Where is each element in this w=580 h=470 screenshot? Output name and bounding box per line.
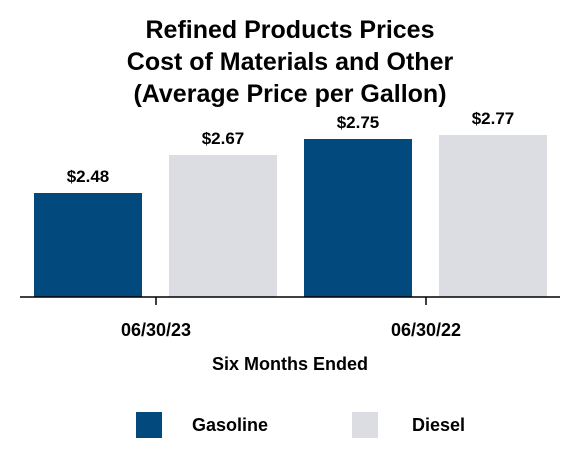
data-label-diesel-1: $2.77 (472, 109, 515, 128)
x-axis-label: Six Months Ended (212, 354, 368, 374)
chart-title: Refined Products Prices Cost of Material… (0, 14, 580, 110)
data-label-gasoline-1: $2.75 (337, 113, 380, 132)
bar-gasoline-0 (34, 193, 142, 297)
legend-swatch-diesel (352, 412, 378, 438)
bar-diesel-0 (169, 155, 277, 297)
bars-group: $2.48 $2.67 $2.75 $2.77 (34, 109, 547, 297)
x-ticks-group: 06/30/23 06/30/22 (121, 297, 461, 340)
x-tick-label-1: 06/30/22 (391, 320, 461, 340)
legend-label-gasoline: Gasoline (192, 415, 269, 435)
chart-title-line-3: (Average Price per Gallon) (133, 80, 447, 108)
legend-swatch-gasoline (136, 412, 162, 438)
data-label-gasoline-0: $2.48 (67, 167, 110, 186)
x-tick-label-0: 06/30/23 (121, 320, 191, 340)
bar-gasoline-1 (304, 139, 412, 297)
legend-label-diesel: Diesel (412, 415, 466, 435)
chart-title-line-2: Cost of Materials and Other (126, 48, 454, 76)
chart-title-line-1: Refined Products Prices (145, 16, 435, 44)
data-label-diesel-0: $2.67 (202, 129, 245, 148)
bar-diesel-1 (439, 135, 547, 297)
